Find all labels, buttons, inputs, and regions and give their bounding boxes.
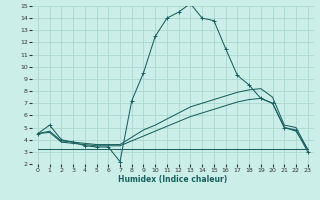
X-axis label: Humidex (Indice chaleur): Humidex (Indice chaleur) — [118, 175, 228, 184]
